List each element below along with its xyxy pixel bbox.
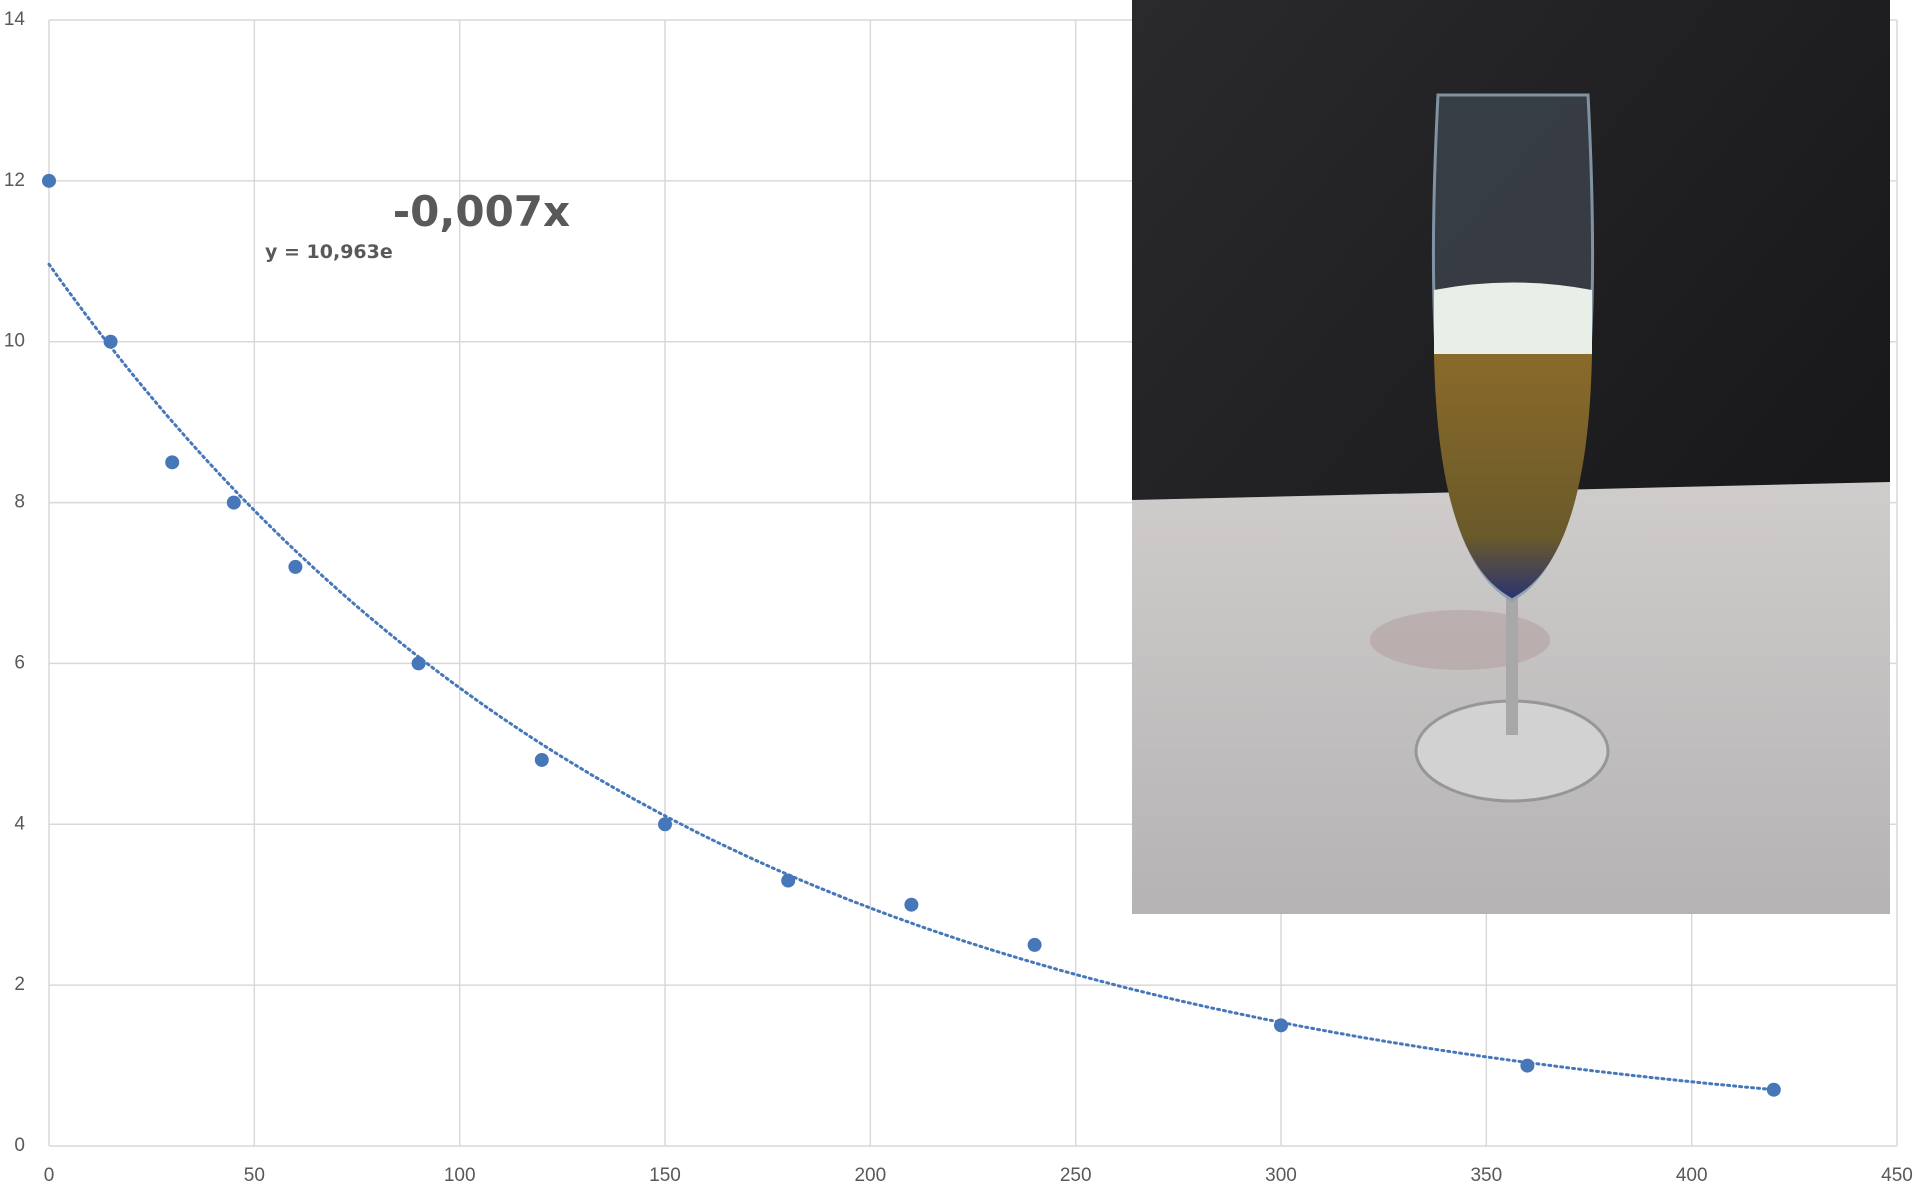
- glass-stem: [1506, 595, 1518, 735]
- point: [411, 656, 426, 671]
- y-tick-label: 2: [14, 974, 25, 995]
- point: [1520, 1058, 1535, 1073]
- y-tick-label: 10: [4, 331, 25, 352]
- y-tick-label: 12: [4, 170, 25, 191]
- x-tick-label: 150: [649, 1165, 681, 1186]
- y-tick-label: 8: [14, 492, 25, 513]
- shadow: [1370, 610, 1550, 670]
- x-tick-label: 250: [1060, 1165, 1092, 1186]
- equation-base: y = 10,963e: [265, 241, 393, 263]
- point: [288, 559, 303, 574]
- point: [42, 173, 56, 188]
- x-tick-label: 400: [1676, 1165, 1708, 1186]
- x-tick-label: 450: [1881, 1165, 1913, 1186]
- plot: [42, 173, 1781, 1097]
- point: [534, 752, 549, 767]
- point: [226, 495, 241, 510]
- x-tick-label: 300: [1265, 1165, 1297, 1186]
- photo: [1132, 0, 1890, 914]
- point: [658, 817, 672, 832]
- point: [1766, 1082, 1781, 1097]
- point: [904, 897, 919, 912]
- equation: y = 10,963e-0,007x: [265, 187, 570, 263]
- equation-exponent: -0,007x: [393, 187, 570, 236]
- beer: [1434, 354, 1592, 598]
- y-tick-label: 14: [4, 9, 26, 30]
- y-tick-label: 6: [14, 652, 25, 673]
- x-tick-label: 0: [44, 1165, 55, 1186]
- trendline: [47, 262, 1776, 1092]
- point: [103, 334, 118, 349]
- point: [1027, 937, 1042, 952]
- y-tick-label: 4: [14, 813, 25, 834]
- point: [1274, 1018, 1288, 1033]
- foam: [1434, 282, 1592, 354]
- x-tick-label: 350: [1470, 1165, 1502, 1186]
- point: [781, 873, 796, 888]
- point: [165, 455, 180, 470]
- y-tick-label: 0: [14, 1135, 25, 1156]
- x-tick-label: 100: [444, 1165, 476, 1186]
- x-tick-label: 200: [854, 1165, 886, 1186]
- x-tick-label: 50: [244, 1165, 265, 1186]
